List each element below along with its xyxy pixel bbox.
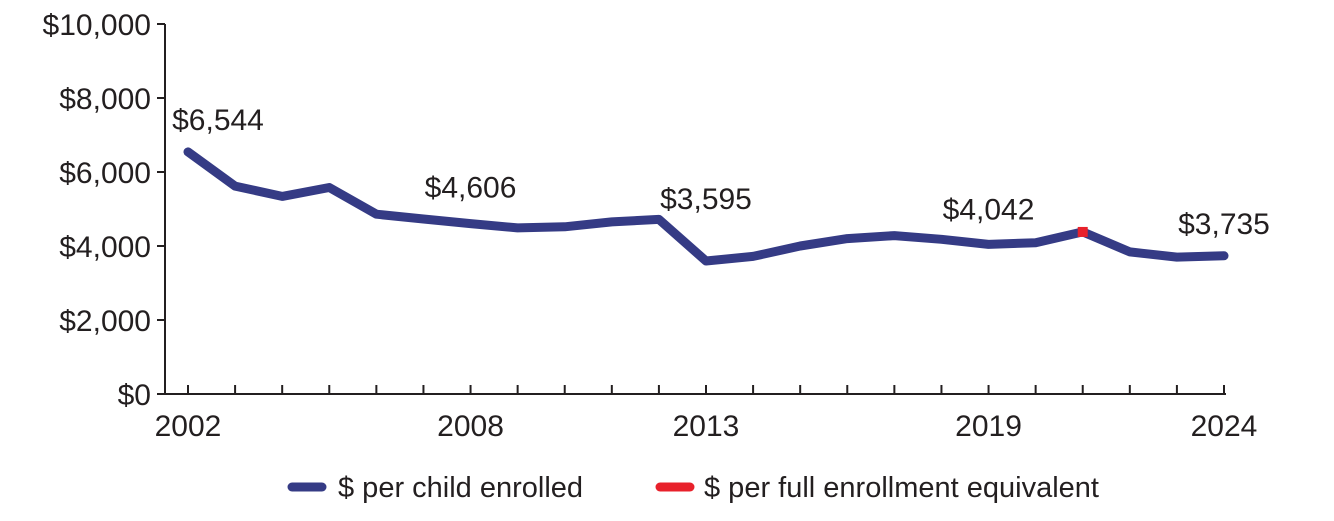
- data-point: [282, 196, 283, 197]
- y-tick-label: $0: [118, 379, 151, 412]
- data-point: [376, 214, 377, 215]
- x-tick-label: 2002: [155, 410, 222, 443]
- data-point: [988, 244, 989, 245]
- y-tick-label: $8,000: [59, 83, 151, 116]
- data-label: $3,735: [1178, 208, 1270, 241]
- data-point: [188, 151, 189, 152]
- data-labels: $6,544 $4,606 $3,595 $4,042 $3,735: [172, 104, 1270, 241]
- data-point: [517, 227, 518, 228]
- y-tick-label: $10,000: [43, 9, 151, 42]
- data-point: [1035, 242, 1036, 243]
- data-point: [800, 246, 801, 247]
- data-label: $4,606: [425, 172, 517, 205]
- data-point: [611, 221, 612, 222]
- data-point: [1224, 255, 1225, 256]
- x-tick-label: 2019: [955, 410, 1022, 443]
- legend-label-per-full-enrollment-equivalent: $ per full enrollment equivalent: [704, 472, 1099, 504]
- series-layer: [183, 147, 1229, 266]
- y-tick-label: $2,000: [59, 305, 151, 338]
- series-marker-per-full-enrollment-equivalent: [1077, 226, 1088, 237]
- x-tick-label: 2008: [437, 410, 504, 443]
- data-point: [894, 235, 895, 236]
- y-axis: $0 $2,000 $4,000 $6,000 $8,000 $10,000: [43, 9, 166, 412]
- data-point: [1176, 257, 1177, 258]
- legend-label-per-child-enrolled: $ per child enrolled: [338, 472, 583, 504]
- data-point: [941, 239, 942, 240]
- data-point: [658, 219, 659, 220]
- data-point: [847, 238, 848, 239]
- data-point: [470, 223, 471, 224]
- data-label: $3,595: [660, 183, 752, 216]
- data-point: [564, 226, 565, 227]
- y-tick-label: $4,000: [59, 231, 151, 264]
- data-point: [1129, 251, 1130, 252]
- data-point: [423, 218, 424, 219]
- data-point: [753, 256, 754, 257]
- legend: $ per child enrolled $ per full enrollmen…: [287, 472, 1099, 504]
- data-point: [706, 260, 707, 261]
- data-point: [329, 187, 330, 188]
- x-axis: 2002 2008 2013 2019 2024: [155, 385, 1258, 443]
- data-point: [235, 186, 236, 187]
- x-tick-label: 2013: [673, 410, 740, 443]
- data-label: $6,544: [172, 104, 264, 137]
- y-tick-label: $6,000: [59, 157, 151, 190]
- x-tick-label: 2024: [1191, 410, 1258, 443]
- series-line-per-child-enrolled: [183, 147, 1229, 266]
- data-label: $4,042: [943, 193, 1035, 226]
